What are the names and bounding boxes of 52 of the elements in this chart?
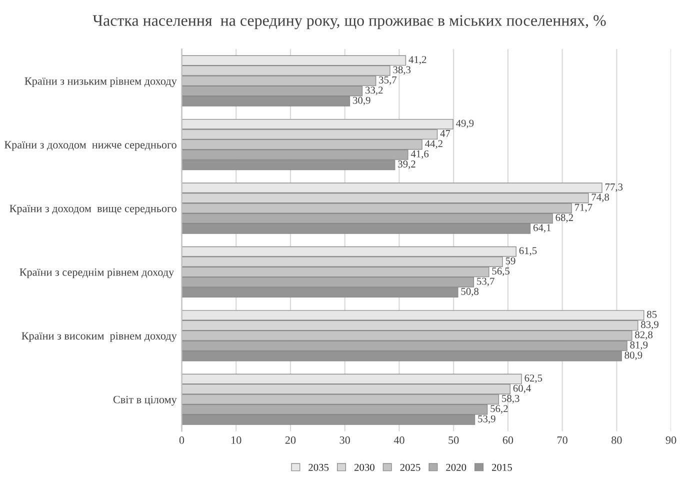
x-tick-label: 90 xyxy=(666,436,676,444)
data-label: 44,2 xyxy=(425,140,442,149)
data-label: 74,8 xyxy=(592,194,610,202)
data-label: 71,7 xyxy=(575,204,592,212)
data-label: 56,5 xyxy=(492,268,510,276)
data-label: 41,6 xyxy=(410,150,429,159)
data-label: 80,9 xyxy=(624,352,642,360)
x-tick-label: 70 xyxy=(557,436,568,444)
data-label: 83,9 xyxy=(641,321,658,330)
data-label: 68,2 xyxy=(556,214,573,223)
data-label: 56,2 xyxy=(490,405,508,414)
y-tick-label: Країни з низьким рівнем доходу xyxy=(24,77,177,88)
data-label: 77,3 xyxy=(605,183,623,192)
data-label: 41,2 xyxy=(408,56,426,65)
data-label: 39,2 xyxy=(398,160,416,170)
legend-label: 2025 xyxy=(400,464,420,471)
x-tick-label: 40 xyxy=(394,436,404,444)
x-tick-label: 0 xyxy=(179,436,184,444)
y-tick-label: Країни з середнім рівнем доходу xyxy=(20,268,174,278)
x-tick-label: 30 xyxy=(340,436,350,444)
data-label: 81,9 xyxy=(630,341,648,350)
legend-label: 2020 xyxy=(446,464,466,471)
x-tick-label: 10 xyxy=(232,436,242,444)
x-tick-label: 80 xyxy=(612,436,622,444)
data-label: 30,9 xyxy=(353,96,370,106)
data-label: 53,7 xyxy=(477,278,494,286)
x-tick-label: 50 xyxy=(448,436,459,444)
data-label: 61,5 xyxy=(519,247,537,256)
data-label: 58,3 xyxy=(502,394,520,404)
data-label: 60,4 xyxy=(513,384,531,394)
data-label: 59 xyxy=(506,257,516,264)
data-label: 50,8 xyxy=(461,288,479,296)
data-label: 53,9 xyxy=(478,415,496,424)
data-label: 47 xyxy=(440,130,450,137)
data-label: 35,7 xyxy=(379,76,397,85)
data-label: 82,8 xyxy=(635,331,653,340)
x-tick-label: 20 xyxy=(285,436,296,444)
x-tick-label: 60 xyxy=(502,436,514,444)
data-label: 64,1 xyxy=(533,224,551,233)
y-tick-label: Країни з високим рівнем доходу xyxy=(22,332,177,342)
legend-label: 2030 xyxy=(354,464,374,471)
chart-title: Частка населення на середину року, що проживає в міських поселеннях, % xyxy=(92,15,606,30)
data-label: 62,5 xyxy=(524,374,542,384)
y-tick-label: Країни з доходом нижче середнього xyxy=(4,141,176,151)
data-label: 85 xyxy=(647,310,657,318)
data-label: 33,2 xyxy=(366,86,383,96)
data-label: 38,3 xyxy=(393,66,411,75)
y-tick-label: Країни з доходом вище середнього xyxy=(10,204,176,214)
legend-label: 2015 xyxy=(492,464,512,471)
y-tick-label: Світ в цілому xyxy=(113,396,177,406)
legend-label: 2035 xyxy=(308,464,329,471)
data-label: 49,9 xyxy=(456,120,474,128)
